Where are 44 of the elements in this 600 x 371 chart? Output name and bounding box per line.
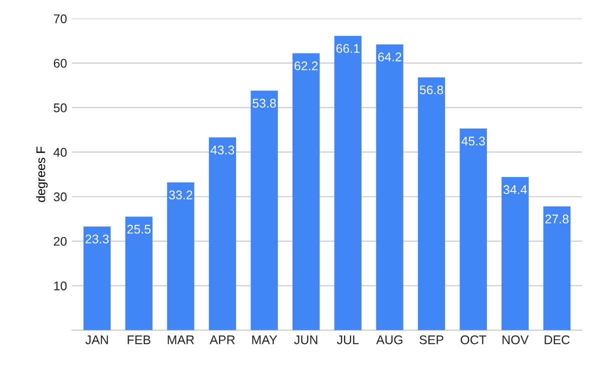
x-tick-label: MAY bbox=[252, 336, 278, 344]
y-tick-label: 30 bbox=[54, 192, 67, 202]
y-tick-label: 10 bbox=[54, 281, 67, 290]
bar bbox=[543, 206, 571, 330]
y-axis-title: degrees F bbox=[36, 146, 48, 202]
x-tick-label: AUG bbox=[376, 335, 402, 344]
x-tick-label: JUN bbox=[294, 336, 318, 344]
data-label: 25.5 bbox=[127, 224, 151, 234]
bar bbox=[334, 36, 362, 330]
data-label: 23.3 bbox=[86, 234, 109, 244]
y-tick-label: 20 bbox=[54, 236, 67, 246]
x-tick-label: FEB bbox=[128, 336, 150, 344]
bar bbox=[167, 182, 194, 330]
y-tick-label: 40 bbox=[54, 148, 67, 157]
bar bbox=[376, 44, 404, 330]
y-tick-label: 70 bbox=[54, 14, 67, 24]
data-label: 66.1 bbox=[336, 44, 360, 53]
data-label: 62.2 bbox=[294, 61, 318, 70]
bar bbox=[418, 77, 446, 330]
x-tick-label: OCT bbox=[460, 335, 486, 344]
bar bbox=[83, 226, 111, 330]
bar bbox=[208, 137, 236, 330]
bar bbox=[250, 90, 278, 330]
data-label: 43.3 bbox=[210, 146, 234, 154]
data-label: 45.3 bbox=[461, 136, 485, 146]
data-label: 56.8 bbox=[420, 85, 444, 94]
data-label: 34.4 bbox=[503, 185, 527, 194]
x-tick-label: DEC bbox=[544, 335, 570, 344]
bar bbox=[502, 177, 529, 330]
x-tick-label: JUL bbox=[336, 336, 359, 344]
data-label: 27.8 bbox=[545, 214, 569, 224]
bar bbox=[460, 128, 487, 330]
y-tick-label: 60 bbox=[54, 58, 67, 68]
bar bbox=[125, 216, 152, 330]
x-tick-label: APR bbox=[210, 336, 235, 344]
x-tick-label: MAR bbox=[168, 336, 194, 344]
y-tick-label: 50 bbox=[54, 103, 67, 112]
x-tick-label: NOV bbox=[502, 335, 529, 344]
data-label: 33.2 bbox=[169, 190, 192, 200]
data-label: 53.8 bbox=[252, 98, 276, 108]
data-label: 64.2 bbox=[378, 52, 402, 62]
x-tick-label: SEP bbox=[420, 335, 444, 344]
bar bbox=[292, 53, 320, 330]
x-tick-label: JAN bbox=[85, 336, 108, 344]
